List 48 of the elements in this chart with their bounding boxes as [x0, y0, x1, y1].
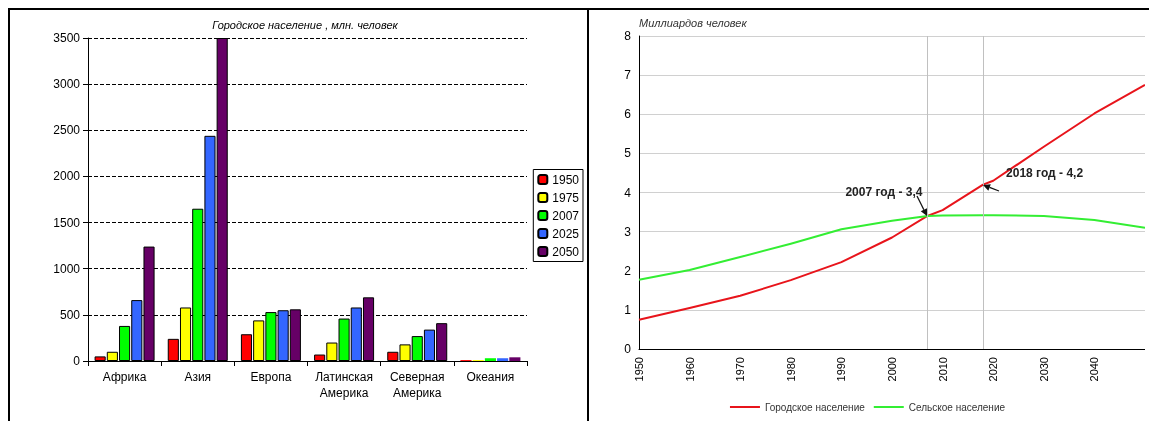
bar	[497, 358, 509, 361]
x-tick-label: Океания	[466, 370, 515, 384]
x-tick-label: 1960	[683, 357, 696, 382]
legend-label: 1950	[552, 172, 580, 187]
x-tick-label: 1970	[734, 357, 747, 382]
legend-label: 2025	[552, 226, 580, 241]
x-tick-label: 1990	[835, 357, 848, 382]
legend-label: Городское население	[764, 401, 866, 413]
x-tick-label: Латинская Америка	[315, 370, 373, 400]
y-tick-label: 2500	[53, 123, 81, 138]
bar	[509, 357, 521, 361]
legend-label: 1975	[552, 190, 580, 205]
annotation: 2018 год - 4,2	[1006, 165, 1084, 180]
y-tick-label: 8	[624, 29, 632, 43]
y-tick-label: 3000	[53, 77, 81, 92]
x-tick-label: 2010	[936, 357, 949, 382]
x-tick-label: 1980	[784, 357, 797, 382]
x-tick-label: 2030	[1037, 357, 1050, 382]
x-tick-label: 2040	[1088, 357, 1101, 382]
y-tick-label: 3500	[53, 31, 81, 45]
legend-label: 2007	[552, 208, 580, 223]
y-tick-label: 2000	[53, 169, 81, 184]
y-tick-label: 6	[624, 107, 632, 122]
y-tick-label: 500	[59, 307, 81, 322]
y-tick-label: 7	[624, 68, 632, 83]
y-tick-label: 4	[624, 185, 632, 200]
bar	[484, 358, 496, 361]
y-tick-label: 1	[624, 302, 632, 317]
x-tick-label: Северная Америка	[389, 370, 445, 400]
y-tick-label: 3	[624, 224, 632, 239]
y-tick-label: 5	[624, 146, 632, 161]
x-tick-label: 1950	[633, 357, 645, 382]
y-axis-title: Миллиардов человек	[639, 16, 748, 29]
y-tick-label: 0	[73, 354, 81, 368]
y-tick-label: 1500	[53, 215, 81, 230]
x-tick-label: 2000	[886, 357, 898, 382]
y-tick-label: 2	[624, 263, 632, 278]
x-tick-label: Африка	[102, 370, 147, 384]
annotation: 2007 год - 3,4	[845, 184, 923, 199]
x-tick-label: Европа	[250, 370, 292, 384]
chart-title: Городское население , млн. человек	[212, 18, 399, 31]
y-tick-label: 1000	[53, 261, 81, 276]
legend-label: 2050	[552, 244, 580, 259]
legend-label: Сельское население	[908, 401, 1006, 413]
x-tick-label: Азия	[184, 370, 212, 384]
line-series	[638, 83, 1145, 321]
x-tick-label: 2020	[987, 357, 1000, 382]
y-tick-label: 0	[624, 342, 632, 356]
